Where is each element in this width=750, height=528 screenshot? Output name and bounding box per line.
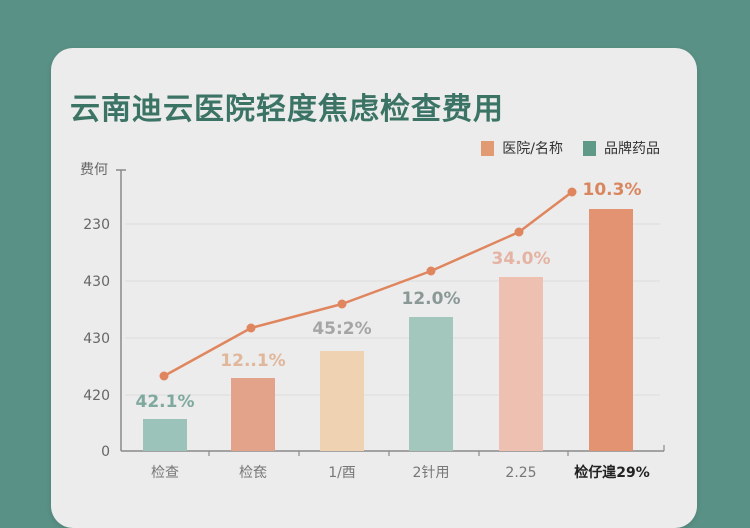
trend-point	[514, 227, 524, 237]
legend-swatch-orange	[481, 140, 495, 156]
chart-title: 云南迪云医院轻度焦虑检查费用	[70, 92, 504, 127]
trend-point	[337, 299, 347, 309]
bar-1	[143, 419, 187, 451]
svg-text:2针⽤: 2针⽤	[413, 465, 450, 481]
trend-point	[567, 187, 577, 197]
svg-text:42.1%: 42.1%	[136, 392, 195, 412]
legend: 医院/名称 品牌药品	[481, 138, 660, 158]
bar-4	[409, 317, 453, 451]
bars	[143, 209, 633, 451]
svg-text:2.25: 2.25	[505, 465, 536, 481]
trend-point	[159, 371, 169, 381]
bar-5	[499, 277, 543, 451]
legend-item-brand-drug: 品牌药品	[583, 138, 660, 158]
svg-text:12.0%: 12.0%	[402, 289, 461, 309]
trend-point	[246, 323, 256, 333]
bar-2	[231, 378, 275, 451]
svg-text:检仔遑29%: 检仔遑29%	[574, 464, 650, 481]
legend-item-hospital: 医院/名称	[481, 138, 563, 158]
svg-text:45:2%: 45:2%	[312, 319, 371, 339]
x-ticks	[208, 445, 665, 456]
bar-3	[320, 351, 364, 451]
gridlines	[125, 223, 660, 396]
y-axis-label: 费何	[80, 162, 108, 178]
svg-text:430: 430	[83, 274, 110, 290]
svg-text:230: 230	[83, 217, 110, 233]
svg-text:12..1%: 12..1%	[220, 351, 285, 371]
bar-value-labels: 42.1% 12..1% 45:2% 12.0% 34.0% 10.3%	[136, 180, 642, 412]
trend-point	[426, 266, 436, 276]
svg-text:0: 0	[101, 444, 110, 460]
svg-text:检查: 检查	[151, 465, 179, 481]
svg-text:检奃: 检奃	[239, 465, 267, 481]
svg-text:420: 420	[83, 388, 110, 404]
legend-label: 医院/名称	[502, 141, 563, 157]
x-tick-labels: 检查 检奃 1/酉 2针⽤ 2.25 检仔遑29%	[151, 464, 650, 481]
y-tick-labels: 0 420 430 430 230	[83, 217, 110, 460]
svg-text:430: 430	[83, 331, 110, 347]
svg-text:1/酉: 1/酉	[328, 465, 356, 481]
bar-6	[589, 209, 633, 451]
legend-label: 品牌药品	[604, 141, 660, 157]
trend-line	[159, 187, 577, 381]
chart-plot: 费何 0 420 430 430 230 42.1% 12..1%	[80, 162, 665, 481]
legend-swatch-green	[583, 140, 596, 156]
svg-text:10.3%: 10.3%	[583, 180, 642, 200]
svg-text:34.0%: 34.0%	[492, 249, 551, 269]
